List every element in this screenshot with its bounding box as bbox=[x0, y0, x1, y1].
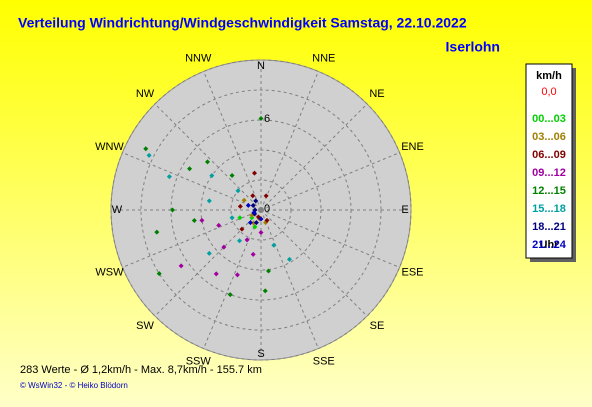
legend-entry: 18...21 bbox=[532, 221, 566, 233]
data-point bbox=[206, 198, 212, 204]
direction-label: ESE bbox=[402, 267, 424, 279]
data-point bbox=[234, 272, 240, 278]
data-point bbox=[236, 238, 242, 244]
data-point bbox=[166, 174, 172, 180]
spoke bbox=[260, 103, 368, 211]
data-point bbox=[247, 220, 253, 226]
grid-ring bbox=[110, 59, 412, 361]
r-tick-label: 0 bbox=[264, 203, 270, 215]
legend-entry: 00...03 bbox=[532, 113, 566, 125]
footer: 283 Werte - Ø 1,2km/h - Max. 8,7km/h - 1… bbox=[20, 364, 262, 376]
data-point bbox=[258, 116, 264, 121]
direction-label: SSE bbox=[313, 355, 335, 367]
data-point bbox=[156, 271, 162, 277]
data-point bbox=[241, 197, 247, 203]
legend-calm: 0,0 bbox=[541, 86, 556, 98]
legend-entry: 03...06 bbox=[532, 131, 566, 143]
spoke bbox=[154, 103, 262, 211]
direction-label: SE bbox=[370, 320, 385, 332]
data-point bbox=[146, 152, 152, 158]
data-point bbox=[250, 251, 256, 257]
direction-label: NE bbox=[369, 88, 384, 100]
data-point bbox=[258, 216, 264, 222]
spoke bbox=[260, 152, 400, 211]
data-point bbox=[235, 188, 241, 194]
data-point bbox=[250, 203, 256, 208]
legend-entry: 21...24 bbox=[532, 239, 567, 251]
data-point bbox=[213, 271, 219, 277]
data-point bbox=[216, 222, 222, 228]
legend-box bbox=[525, 63, 573, 259]
data-point bbox=[264, 217, 270, 223]
spoke bbox=[203, 209, 262, 349]
direction-label: ENE bbox=[401, 141, 424, 153]
data-point bbox=[229, 173, 235, 179]
copyright: © WsWin32 - © Heiko Blödorn bbox=[20, 381, 128, 390]
data-point bbox=[262, 288, 268, 294]
data-point bbox=[271, 242, 277, 248]
data-point bbox=[245, 202, 251, 208]
data-point bbox=[263, 193, 269, 199]
data-point bbox=[229, 215, 235, 221]
data-point bbox=[221, 244, 227, 250]
legend-entry: 06...09 bbox=[532, 149, 566, 161]
spoke bbox=[122, 152, 262, 211]
data-point bbox=[187, 166, 193, 172]
data-point bbox=[251, 220, 256, 226]
data-point bbox=[251, 170, 257, 176]
direction-label: WSW bbox=[95, 267, 124, 279]
spoke bbox=[260, 209, 400, 268]
data-point bbox=[253, 220, 259, 226]
direction-label: WNW bbox=[95, 141, 124, 153]
data-point bbox=[251, 210, 257, 216]
data-point bbox=[258, 230, 264, 235]
direction-label: N bbox=[257, 60, 265, 72]
legend-entry: 12...15 bbox=[532, 185, 566, 197]
legend-footer: Uhr bbox=[540, 239, 560, 251]
data-point bbox=[250, 193, 256, 199]
legend-entry: 15...18 bbox=[532, 203, 566, 215]
data-point bbox=[244, 237, 250, 243]
chart-title: Verteilung Windrichtung/Windgeschwindigk… bbox=[18, 15, 467, 31]
direction-label: SSW bbox=[186, 355, 212, 367]
r-tick-label: 6 bbox=[264, 113, 270, 125]
data-point bbox=[237, 203, 243, 209]
data-point bbox=[204, 159, 210, 165]
direction-label: SW bbox=[136, 320, 154, 332]
data-point bbox=[253, 198, 259, 204]
spoke bbox=[122, 209, 262, 268]
legend-unit: km/h bbox=[536, 70, 562, 82]
data-point bbox=[191, 218, 197, 224]
data-point bbox=[154, 229, 160, 235]
direction-label: NNE bbox=[312, 52, 335, 64]
data-point bbox=[178, 263, 184, 269]
data-point bbox=[209, 173, 215, 179]
data-point bbox=[227, 292, 233, 298]
spoke bbox=[203, 71, 262, 211]
direction-label: NNW bbox=[185, 52, 212, 64]
data-point bbox=[265, 268, 271, 274]
data-point bbox=[143, 146, 149, 152]
spoke bbox=[260, 209, 368, 317]
spoke bbox=[260, 209, 319, 349]
spoke bbox=[154, 209, 262, 317]
legend-entry: 09...12 bbox=[532, 167, 566, 179]
direction-label: S bbox=[257, 348, 264, 360]
data-point bbox=[287, 256, 292, 262]
data-point bbox=[199, 217, 205, 223]
data-point bbox=[239, 226, 245, 232]
direction-label: NW bbox=[136, 88, 155, 100]
data-point bbox=[237, 215, 243, 221]
data-point bbox=[206, 250, 212, 256]
data-point bbox=[170, 207, 175, 213]
data-point bbox=[252, 224, 258, 230]
direction-label: E bbox=[401, 204, 408, 216]
spoke bbox=[260, 71, 319, 211]
chart-subtitle: Iserlohn bbox=[446, 39, 500, 55]
direction-label: W bbox=[112, 204, 123, 216]
